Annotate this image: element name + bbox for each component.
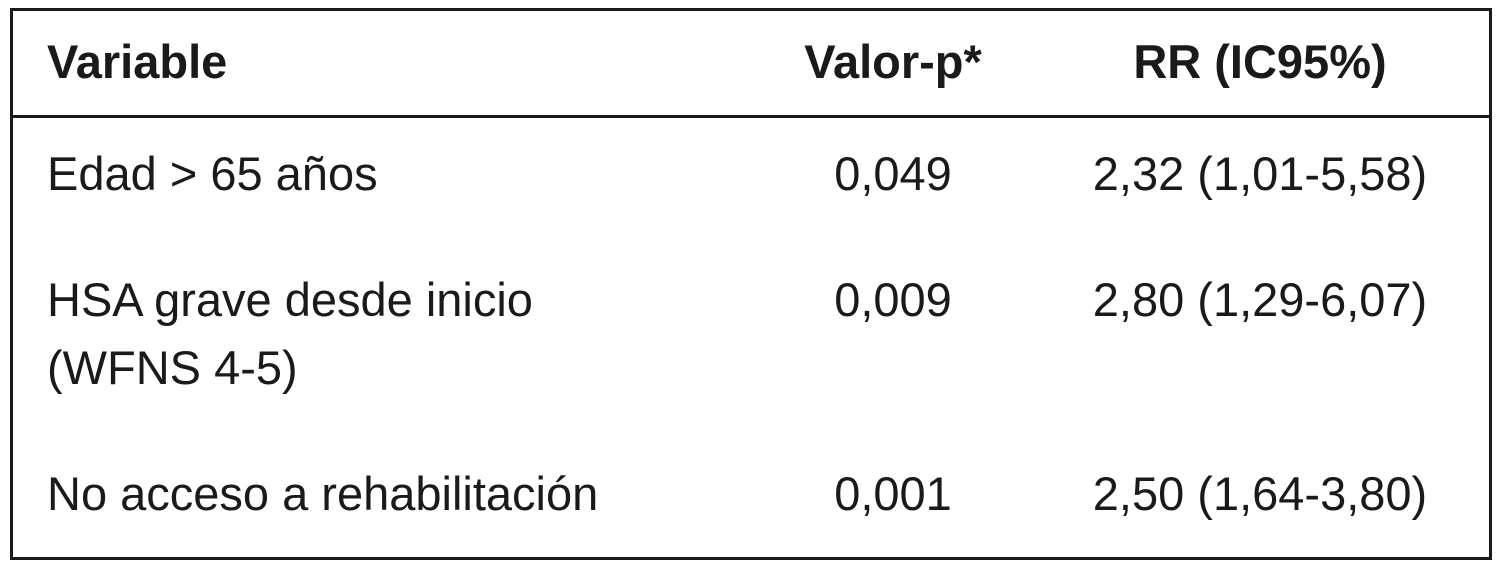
variable-name: Edad > 65 años xyxy=(47,147,378,200)
relative-risk: 2,32 (1,01-5,58) xyxy=(1092,147,1428,200)
column-header: RR (IC95%) xyxy=(1133,35,1387,88)
relative-risk: 2,80 (1,29-6,07) xyxy=(1092,273,1428,326)
table: Variable Valor-p* RR (IC95%) Edad > 65 años… xyxy=(10,8,1492,560)
relative-risk: 2,50 (1,64-3,80) xyxy=(1092,467,1428,520)
p-value: 0,001 xyxy=(834,467,952,520)
p-value: 0,009 xyxy=(834,273,952,326)
column-header: Valor-p* xyxy=(804,35,982,88)
header-rule xyxy=(13,115,1489,118)
variable-name: No acceso a rehabilitación xyxy=(47,467,599,520)
variable-name: HSA grave desde inicio xyxy=(47,273,533,326)
column-header: Variable xyxy=(47,35,228,88)
variable-name: (WFNS 4-5) xyxy=(47,341,298,394)
p-value: 0,049 xyxy=(834,147,952,200)
